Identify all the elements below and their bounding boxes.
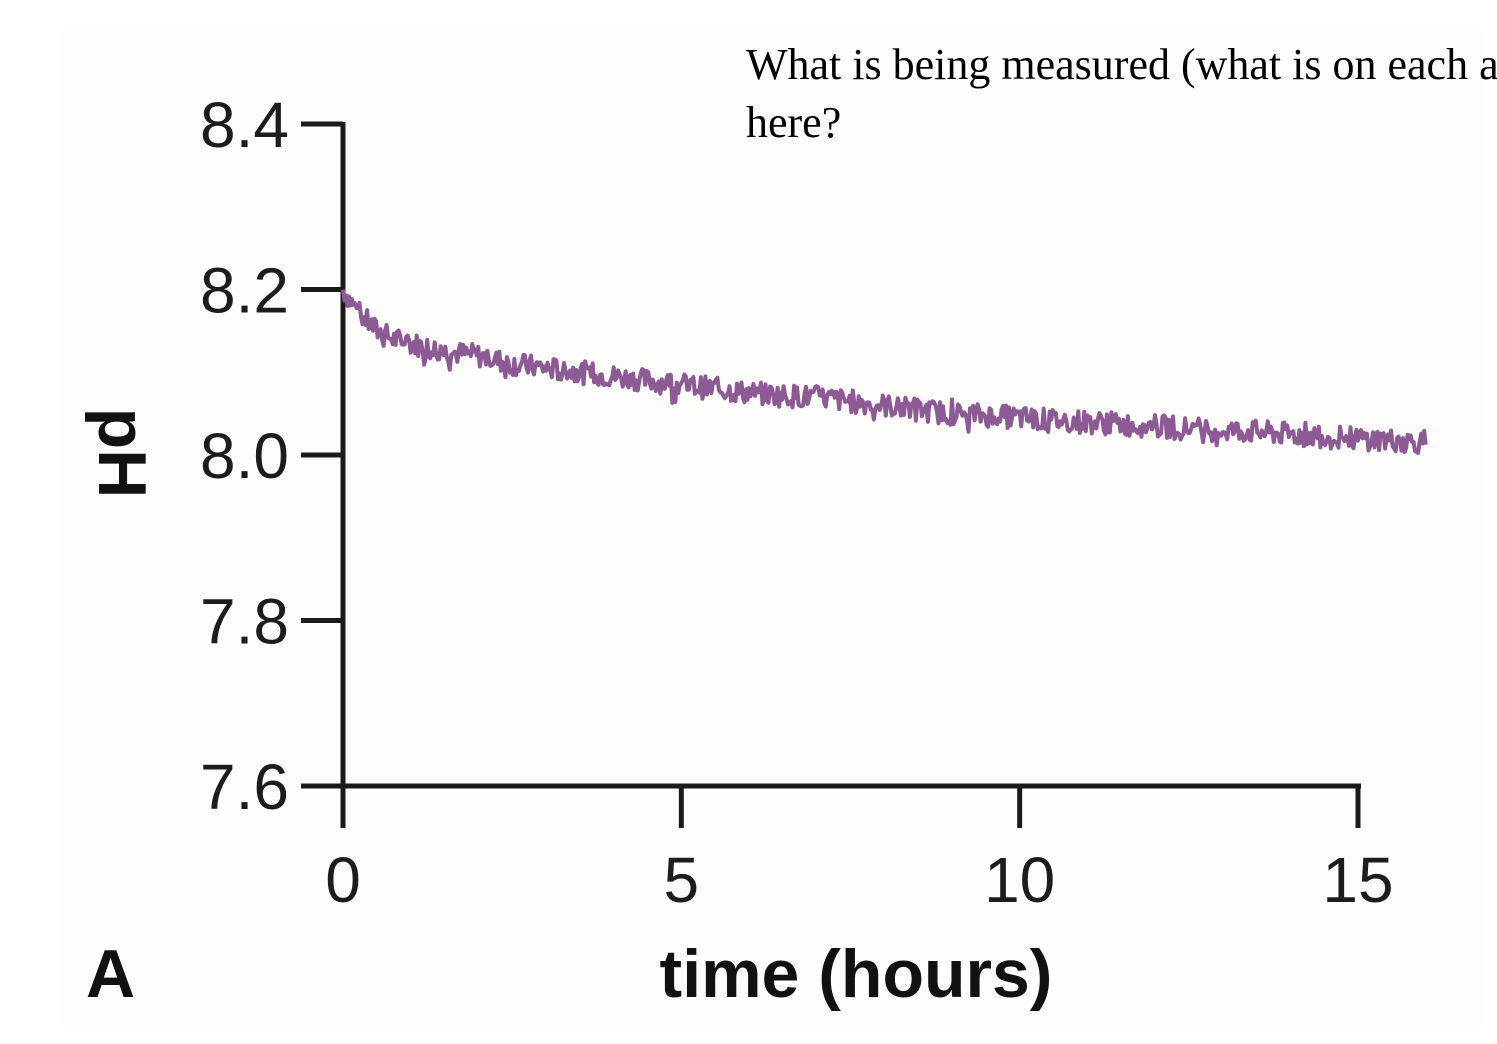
y-axis-title: pH (84, 408, 160, 499)
x-tick-label: 0 (325, 844, 361, 916)
y-tick-label: 7.6 (200, 751, 289, 823)
panel-label: A (86, 936, 135, 1012)
series-group (341, 289, 1428, 455)
y-tick-label: 8.2 (200, 255, 289, 327)
y-axis: 7.6 7.8 8.0 8.2 8.4 (200, 89, 346, 823)
question-text: What is being measured (what is on each … (746, 40, 1497, 147)
x-tick-label: 5 (664, 844, 700, 916)
x-tick-label: 15 (1322, 844, 1393, 916)
ph-series-line (341, 289, 1428, 455)
y-tick-label: 8.4 (200, 89, 289, 161)
x-tick-label: 10 (984, 844, 1055, 916)
y-tick-label: 7.8 (200, 586, 289, 658)
y-tick-label: 8.0 (200, 420, 289, 492)
figure-panel (62, 30, 1482, 1025)
x-axis-title: time (hours) (660, 936, 1053, 1012)
x-axis: 0 5 10 15 (325, 783, 1394, 916)
